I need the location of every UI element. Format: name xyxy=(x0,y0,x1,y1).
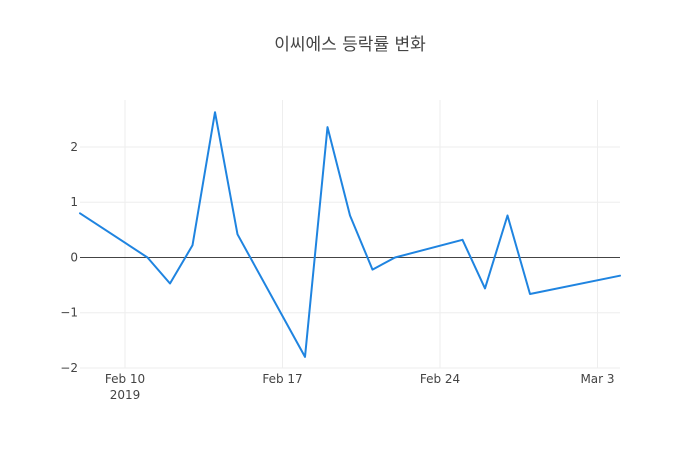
x-tick-label: Mar 3 xyxy=(580,372,614,386)
y-tick-label: −2 xyxy=(60,361,78,375)
y-tick-label: 0 xyxy=(70,250,78,264)
x-tick-label: Feb 10 xyxy=(105,372,145,386)
x-tick-sublabel: 2019 xyxy=(110,388,141,402)
chart-title: 이씨에스 등락률 변화 xyxy=(274,35,426,55)
series-line xyxy=(79,111,621,358)
y-tick-label: −1 xyxy=(60,306,78,320)
x-tick-label: Feb 24 xyxy=(420,372,460,386)
y-tick-label: 1 xyxy=(70,195,78,209)
series-layer xyxy=(79,111,621,358)
y-tick-label: 2 xyxy=(70,140,78,154)
axis-layer: Feb 10 2019 Feb 17 Feb 24 Mar 3 2 1 0 −1 −2 xyxy=(60,140,614,402)
grid-layer xyxy=(80,100,620,369)
x-tick-label: Feb 17 xyxy=(262,372,302,386)
